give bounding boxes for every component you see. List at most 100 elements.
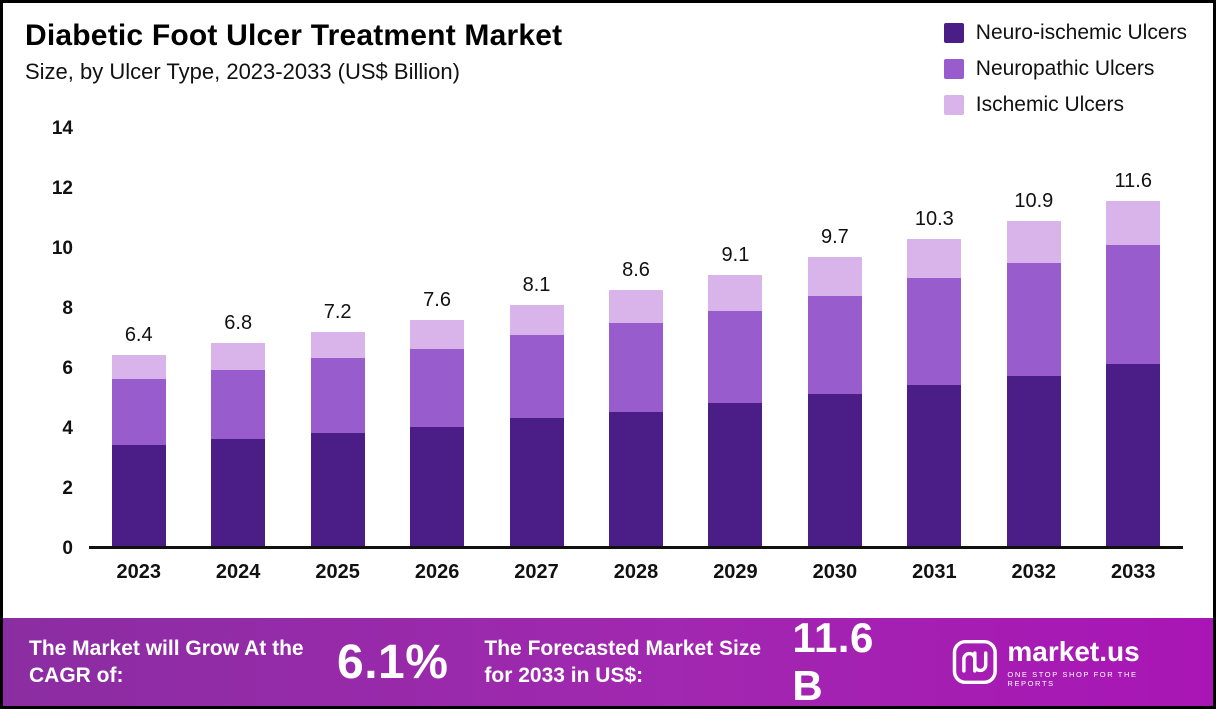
bar-total-label: 9.1 [721,243,750,266]
page-title: Diabetic Foot Ulcer Treatment Market [25,19,563,52]
bar-group: 11.6 [1084,129,1183,546]
bar-total-label: 6.8 [224,312,253,335]
bar-total-label: 10.9 [1014,190,1054,213]
x-tick-label: 2029 [713,561,758,583]
legend-item: Neuropathic Ulcers [943,57,1187,81]
bar-segment [907,385,962,546]
cagr-label: The Market will Grow At the CAGR of: [29,636,304,687]
y-tick-label: 2 [62,478,73,499]
bar-segment [807,295,862,395]
bar-segment [1006,221,1061,264]
bar-segment [410,319,465,350]
bar-total-label: 10.3 [914,208,954,231]
bar-segment [410,426,465,546]
bar-segment [1106,245,1161,365]
legend-swatch [943,95,964,115]
bar-group: 6.4 [89,129,188,546]
bar-segment [1106,200,1161,246]
forecast-value: 11.6 B [792,614,874,709]
x-tick-label: 2027 [514,561,559,583]
x-tick-label: 2026 [414,561,460,583]
bar-segment [708,403,763,546]
brand-lockup: market.us ONE STOP SHOP FOR THE REPORTS [952,636,1187,688]
bar-segment [807,394,862,546]
bar-segment [111,379,166,445]
page-subtitle: Size, by Ulcer Type, 2023-2033 (US$ Bill… [25,59,460,84]
bar-segment [310,331,365,359]
bar-segment [608,322,663,412]
y-tick-label: 10 [51,238,73,259]
marketus-logo-icon [952,639,997,685]
x-tick-label: 2030 [812,561,858,583]
x-axis-labels: 2023 2024 2025 2026 2027 2028 2029 2030 2031 2032… [89,549,1183,584]
bar-segment [211,438,266,546]
bar-segment [310,432,365,546]
x-tick-label: 2028 [613,561,659,583]
legend-item: Neuro-ischemic Ulcers [943,21,1187,45]
legend-swatch [943,23,964,43]
bar-total-label: 8.6 [622,258,650,281]
bar-total-label: 7.2 [323,300,352,323]
cagr-value: 6.1% [337,635,449,689]
bar-segment [410,349,465,427]
bar-group: 8.1 [487,129,586,546]
bar-group: 6.8 [188,129,287,546]
y-tick-label: 0 [62,538,73,559]
bar-total-label: 7.6 [423,288,451,311]
bar-total-label: 6.4 [124,324,153,347]
bar-segment [708,310,763,404]
bar-segment [907,277,962,386]
legend-swatch [943,59,964,79]
bar-segment [1106,364,1161,546]
legend-label: Ischemic Ulcers [975,93,1124,116]
x-tick-label: 2025 [315,561,360,583]
legend-label: Neuropathic Ulcers [975,57,1155,80]
y-tick-label: 8 [62,298,73,319]
y-tick-label: 6 [62,358,73,379]
bar-segment [1006,376,1061,546]
bar-segment [509,334,564,418]
bar-segment [708,274,763,311]
y-tick-label: 4 [62,418,73,439]
bar-group: 8.6 [586,129,685,546]
bar-group: 7.2 [288,129,387,546]
y-tick-label: 12 [51,178,73,199]
bar-group: 7.6 [387,129,486,546]
bar-segment [509,304,564,335]
forecast-label: The Forecasted Market Size for 2033 in U… [484,636,762,687]
y-tick-label: 14 [51,118,73,139]
chart-legend: Neuro-ischemic Ulcers Neuropathic Ulcers I… [943,19,1187,117]
bar-segment [608,411,663,546]
bar-segment [111,444,166,546]
x-tick-label: 2031 [912,561,957,583]
chart-area: 14 12 10 8 6 4 2 0 6.4 6.8 7.2 7.6 8.1 8.6 9.1 9.7 10.3… [3,118,1213,559]
bar-total-label: 8.1 [522,273,551,296]
bar-total-label: 9.7 [820,226,849,249]
brand-texts: market.us ONE STOP SHOP FOR THE REPORTS [1007,636,1187,688]
bar-group: 9.7 [785,129,884,546]
bar-group: 10.3 [885,129,984,546]
bar-segment [111,355,166,380]
x-tick-label: 2024 [215,561,261,583]
bar-segment [807,257,862,296]
bar-segment [1006,263,1061,377]
bar-group: 9.1 [686,129,785,546]
x-tick-label: 2032 [1011,561,1057,583]
bar-total-label: 11.6 [1114,169,1152,192]
header-text: Diabetic Foot Ulcer Treatment Market Siz… [25,19,562,85]
bar-segment [907,239,962,278]
legend-item: Ischemic Ulcers [943,93,1187,117]
x-tick-label: 2033 [1111,561,1156,583]
bar-segment [608,289,663,323]
y-axis: 14 12 10 8 6 4 2 0 [25,118,89,559]
bar-segment [211,343,266,371]
footer-banner: The Market will Grow At the CAGR of: 6.1… [3,614,1213,706]
bar-segment [310,358,365,433]
bar-segment [509,417,564,546]
brand-name: market.us [1007,636,1140,667]
bar-segment [211,370,266,439]
brand-tagline: ONE STOP SHOP FOR THE REPORTS [1007,670,1138,688]
plot-area: 6.4 6.8 7.2 7.6 8.1 8.6 9.1 9.7 10.3 10.9 11.6 [89,129,1183,549]
bar-group: 10.9 [984,129,1083,546]
